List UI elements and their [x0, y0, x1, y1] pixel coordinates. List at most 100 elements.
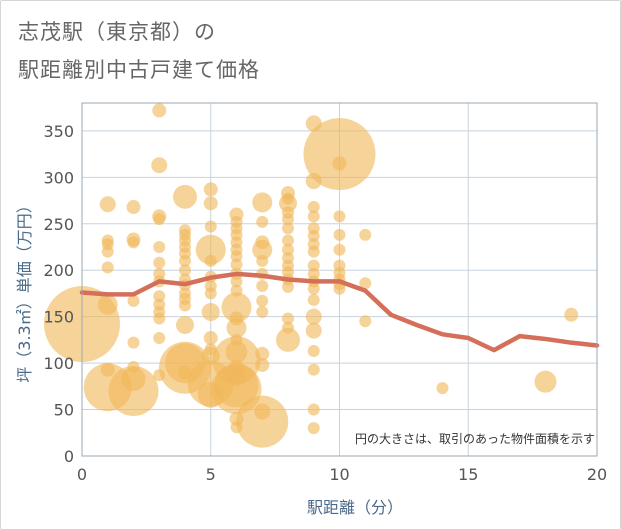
data-bubble [307, 245, 320, 258]
data-bubble [153, 312, 166, 325]
chart-title-line-1: 志茂駅（東京都）の [18, 20, 216, 44]
data-bubble [359, 277, 372, 290]
data-bubble [333, 210, 346, 223]
data-bubble [151, 157, 168, 174]
data-bubble [534, 370, 557, 393]
data-bubble [97, 294, 118, 315]
data-bubble [201, 303, 220, 322]
data-bubble [359, 315, 372, 328]
y-tick-label: 200 [43, 261, 74, 280]
x-tick-label: 0 [77, 465, 87, 484]
data-bubble [276, 327, 300, 352]
data-bubble [178, 365, 192, 380]
y-tick-label: 100 [43, 354, 74, 373]
data-bubble [256, 215, 269, 228]
y-tick-label: 0 [64, 447, 74, 466]
bubble-size-note: 円の大きさは、取引のあった物件面積を示す [355, 431, 595, 446]
data-bubble [252, 192, 273, 213]
data-bubble [359, 228, 372, 241]
y-tick-label: 150 [43, 308, 74, 327]
data-bubble [99, 196, 116, 213]
data-bubble [332, 156, 347, 171]
y-tick-label: 250 [43, 215, 74, 234]
data-bubble [203, 182, 218, 197]
data-bubble [282, 213, 294, 226]
data-bubble [152, 103, 167, 118]
y-tick-labels: 0 50 100 150 200 250 300 350 [43, 122, 74, 466]
data-bubble [176, 316, 194, 335]
data-bubble [333, 228, 346, 241]
y-tick-label: 300 [43, 168, 74, 187]
data-bubble [179, 264, 191, 277]
x-tick-label: 20 [587, 465, 607, 484]
data-bubble [307, 403, 320, 416]
data-bubble [307, 229, 320, 242]
data-bubble [252, 239, 273, 260]
x-tick-label: 10 [329, 465, 349, 484]
data-bubble [307, 210, 320, 223]
data-bubble [230, 250, 243, 263]
data-bubble [256, 294, 269, 307]
x-tick-labels: 0 5 10 15 20 [77, 465, 607, 484]
data-bubble [333, 282, 346, 295]
data-bubble [307, 282, 320, 295]
data-bubble [230, 258, 243, 271]
y-tick-label: 350 [43, 122, 74, 141]
data-bubble [179, 299, 191, 312]
data-bubble [126, 200, 141, 215]
data-bubble [255, 346, 270, 361]
data-bubble [305, 322, 322, 339]
data-bubble [153, 332, 166, 345]
data-bubble [195, 234, 226, 265]
data-bubble [303, 118, 376, 191]
data-bubble [204, 254, 217, 267]
x-axis-label: 駅距離（分） [307, 498, 403, 517]
data-bubble [255, 357, 270, 372]
plot-border [81, 102, 598, 457]
average-price-line [79, 271, 600, 353]
data-bubble [127, 294, 140, 307]
data-bubble [307, 345, 320, 358]
data-bubble [230, 275, 243, 288]
data-bubble [333, 243, 346, 256]
data-bubble [204, 220, 217, 233]
y-tick-label: 50 [54, 401, 74, 420]
data-bubble [307, 293, 320, 306]
data-bubble [153, 240, 166, 253]
data-bubble [173, 184, 197, 209]
data-bubble [101, 261, 114, 274]
data-bubble [307, 422, 320, 435]
data-bubble [236, 395, 289, 448]
data-bubble [305, 308, 322, 325]
data-bubble [282, 243, 294, 256]
data-bubble [256, 306, 269, 319]
data-bubble [307, 363, 320, 376]
data-bubble [153, 213, 166, 226]
data-bubble [101, 245, 114, 258]
x-tick-label: 5 [206, 465, 216, 484]
data-bubble [108, 365, 159, 416]
chart-title-line-2: 駅距離別中古戸建て価格 [18, 58, 260, 82]
trend-line-layer [79, 271, 600, 353]
data-bubble [153, 256, 166, 269]
data-bubble [226, 317, 247, 338]
data-bubble [256, 254, 269, 267]
data-bubble [436, 382, 449, 395]
data-bubble [179, 254, 191, 267]
data-bubble [221, 292, 252, 323]
data-bubble [564, 307, 579, 322]
data-bubble [282, 234, 294, 247]
y-axis-label: 坪（3.3㎡）単価（万円） [15, 197, 34, 382]
data-bubble [254, 403, 271, 420]
data-bubble [279, 194, 297, 213]
data-bubble [282, 222, 294, 235]
data-bubble [307, 201, 320, 214]
data-bubble [282, 312, 294, 325]
data-bubble [127, 236, 140, 249]
data-bubble [256, 280, 269, 293]
data-bubble [282, 280, 294, 293]
data-bubble [153, 290, 166, 303]
data-bubble [307, 259, 320, 272]
bubble-layer [44, 103, 579, 448]
